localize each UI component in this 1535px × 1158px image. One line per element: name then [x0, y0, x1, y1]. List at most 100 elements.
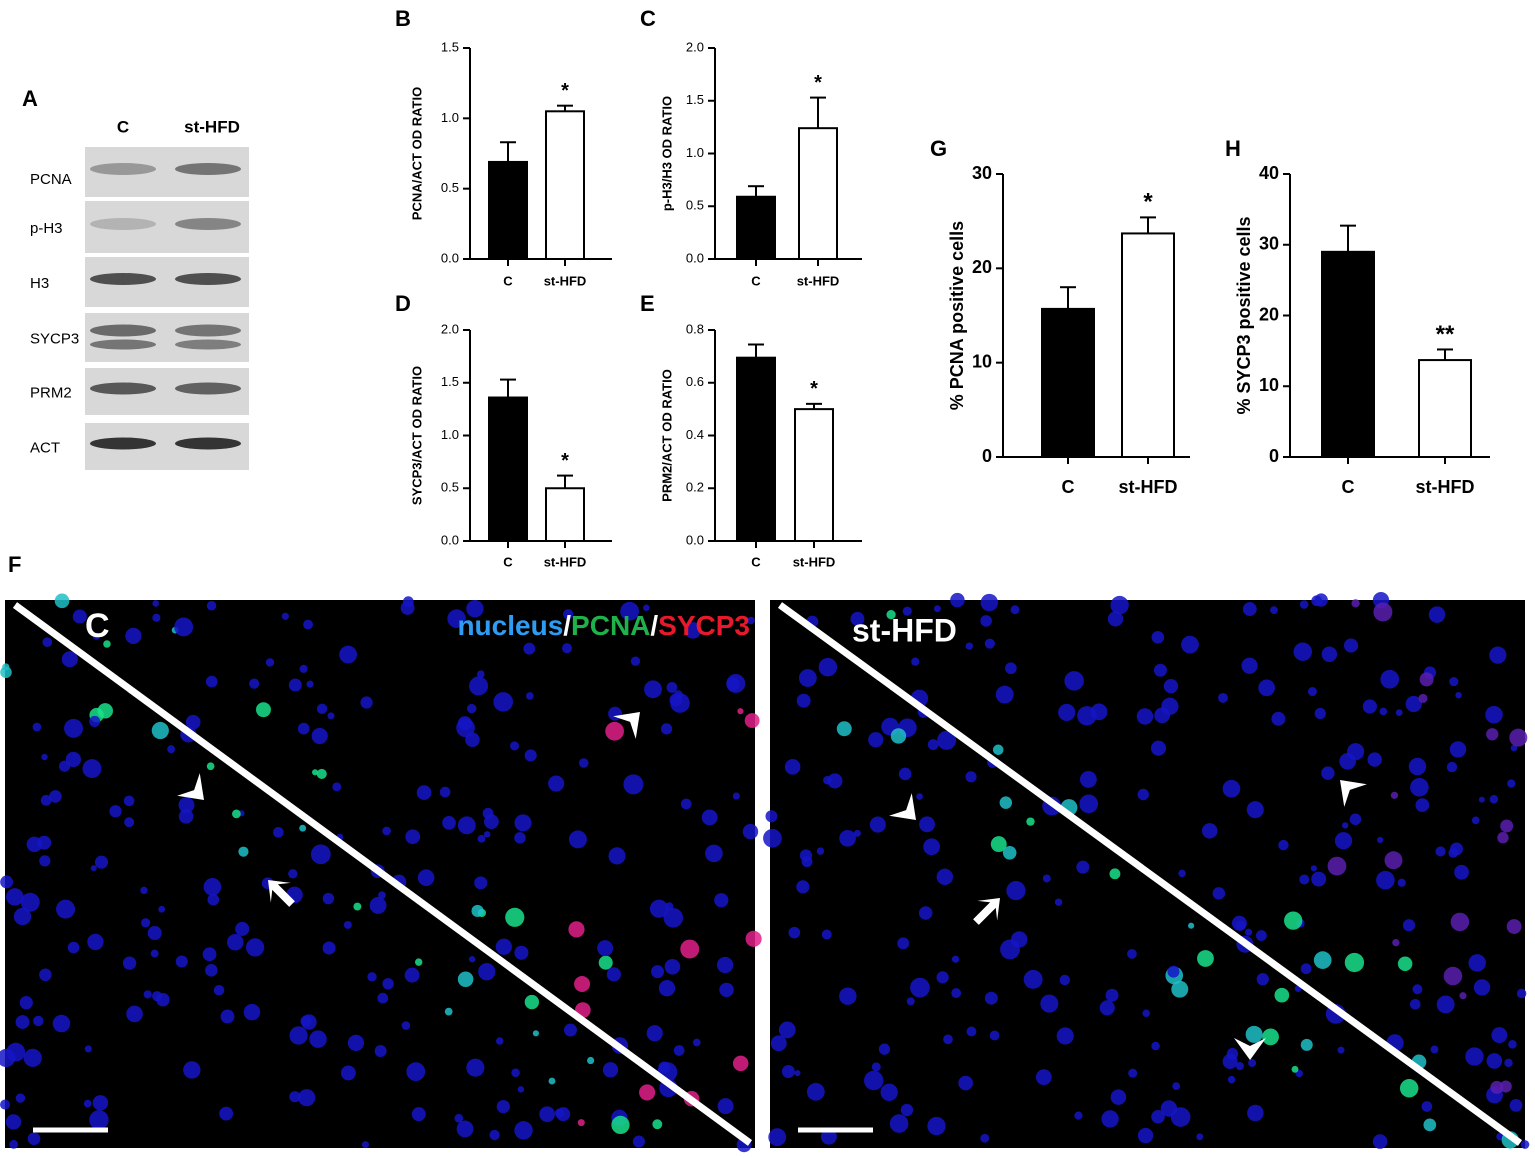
- cell: [1428, 606, 1446, 623]
- cell: [1341, 822, 1349, 829]
- y-axis-label: % SYCP3 positive cells: [1234, 216, 1254, 414]
- cell: [532, 1030, 539, 1037]
- cell: [493, 692, 513, 712]
- cell: [1245, 928, 1253, 936]
- cell: [568, 921, 585, 938]
- cell: [561, 643, 573, 654]
- cell: [906, 997, 915, 1006]
- cell: [466, 600, 484, 618]
- cell: [827, 773, 843, 789]
- cell: [933, 605, 941, 613]
- cell: [639, 1084, 656, 1101]
- cell: [1507, 779, 1516, 788]
- cell: [951, 955, 960, 963]
- cell: [206, 762, 215, 771]
- cell: [916, 793, 923, 800]
- cell: [1271, 711, 1286, 726]
- cell: [1468, 954, 1486, 972]
- cell: [1128, 1068, 1138, 1078]
- cell: [514, 832, 526, 844]
- cell: [1110, 595, 1129, 615]
- bar: [794, 408, 834, 542]
- cell: [343, 920, 352, 929]
- cell: [411, 1107, 426, 1122]
- cell: [1299, 874, 1310, 885]
- blot-band: [175, 382, 241, 395]
- cell: [65, 751, 81, 768]
- cell: [1397, 878, 1406, 887]
- cell: [1196, 1133, 1204, 1141]
- y-tick-label: 0: [1269, 446, 1279, 466]
- cell: [26, 836, 43, 853]
- bar: [798, 127, 838, 260]
- cell: [768, 1128, 787, 1147]
- y-tick-label: 0: [982, 446, 992, 466]
- cell: [880, 1083, 898, 1102]
- cell: [1321, 766, 1335, 780]
- cell: [444, 1007, 453, 1016]
- cell: [378, 891, 386, 900]
- blot-band: [175, 218, 241, 230]
- legend-entry: nucleus: [457, 610, 563, 641]
- cell: [484, 814, 499, 830]
- cell: [886, 610, 896, 620]
- cell: [255, 702, 271, 718]
- blot-row-label: ACT: [30, 439, 60, 456]
- cell: [643, 604, 650, 612]
- cell: [439, 786, 451, 798]
- blot-band: [175, 163, 241, 175]
- bar: [1321, 250, 1375, 458]
- legend-entry: SYCP3: [658, 610, 750, 641]
- cell: [1471, 816, 1480, 825]
- cell: [1218, 692, 1228, 703]
- cell: [719, 982, 734, 998]
- cell: [1321, 646, 1338, 662]
- cell: [1423, 1118, 1437, 1132]
- cell: [1006, 881, 1026, 901]
- cell: [524, 749, 537, 762]
- cell: [1491, 1027, 1508, 1044]
- cell: [1161, 697, 1179, 715]
- cell: [781, 1065, 795, 1078]
- blot-row-label: H3: [30, 275, 49, 292]
- cell: [511, 1068, 520, 1078]
- cell: [509, 741, 520, 751]
- cell: [1160, 1100, 1178, 1117]
- cell: [369, 897, 387, 914]
- cell: [124, 817, 135, 828]
- cell: [141, 918, 151, 928]
- cell: [701, 809, 718, 826]
- cell: [1473, 979, 1491, 996]
- cell: [563, 609, 574, 620]
- cell: [1136, 708, 1154, 725]
- cell: [457, 716, 473, 731]
- cell: [737, 708, 744, 715]
- cell: [1142, 1009, 1150, 1018]
- cell: [1054, 898, 1063, 906]
- cell: [745, 930, 762, 947]
- cell: [89, 715, 101, 727]
- cell: [644, 680, 662, 699]
- cell: [1212, 887, 1226, 900]
- cell: [1450, 912, 1470, 932]
- y-tick-label: 0.0: [686, 532, 704, 547]
- divider: [12, 602, 753, 1146]
- bar-chart: Cp-H3/H3 OD RATIO 0.0 0.5 1.0 1.5 2.0 C st-HFD *: [640, 6, 862, 288]
- cell: [1344, 952, 1365, 973]
- cell: [94, 855, 109, 869]
- cell: [9, 1139, 19, 1149]
- cell: [245, 938, 265, 957]
- cell: [178, 797, 195, 814]
- cell: [680, 939, 700, 959]
- cell: [1079, 771, 1097, 788]
- cell: [965, 642, 973, 650]
- cell: [5, 1114, 22, 1130]
- cell: [125, 627, 142, 644]
- cell: [1181, 635, 1199, 654]
- blot-band: [90, 382, 156, 395]
- cell: [1311, 871, 1327, 887]
- cell: [1380, 669, 1400, 689]
- cell: [1349, 813, 1362, 826]
- cell: [1172, 1082, 1181, 1091]
- cell: [732, 792, 740, 800]
